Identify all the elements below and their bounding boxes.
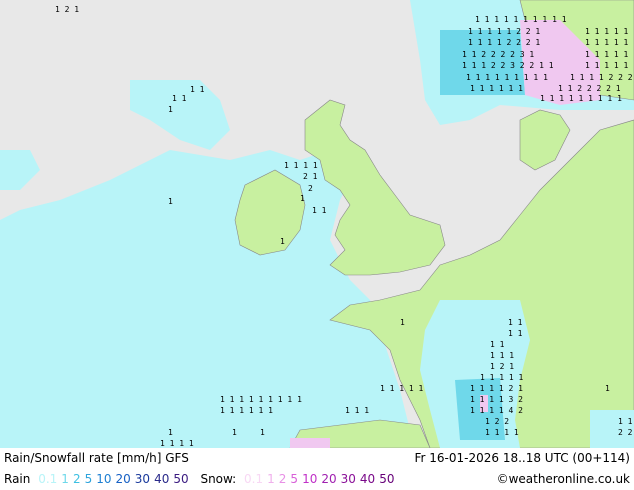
precip-cell-value: 1 1 xyxy=(490,340,505,349)
precip-cell-value: 1 xyxy=(232,428,237,437)
map-title: Rain/Snowfall rate [mm/h] GFS xyxy=(4,451,189,465)
snow-legend-value: 2 xyxy=(278,472,287,486)
snow-legend-value: 5 xyxy=(290,472,299,486)
precip-cell-value: 1 xyxy=(260,428,265,437)
snow-legend-values: 0.1 1 2 5 10 20 30 40 50 xyxy=(244,472,398,486)
precip-cell-value: 1 1 1 1 1 1 1 1 1 xyxy=(540,94,622,103)
precip-cell-value: 1 2 1 xyxy=(490,362,514,371)
precip-cell-value: 1 xyxy=(400,318,405,327)
precip-cell-value: 1 1 1 1 1 1 xyxy=(220,406,273,415)
snow-area-iberia xyxy=(290,438,330,448)
precip-cell-value: 1 xyxy=(300,194,305,203)
precip-cell-value: 2 2 1 xyxy=(618,428,634,437)
rain-legend-value: 10 xyxy=(96,472,112,486)
snow-legend-value: 20 xyxy=(321,472,337,486)
precip-cell-value: 1 1 1 1 xyxy=(160,439,194,448)
snow-legend-value: 10 xyxy=(302,472,318,486)
precip-cell-value: 1 xyxy=(168,197,173,206)
rain-legend-value: 2 xyxy=(72,472,81,486)
precip-cell-value: 1 2 1 xyxy=(55,5,79,14)
precip-cell-value: 1 xyxy=(605,384,610,393)
precip-cell-value: 1 1 2 2 2 2 3 1 xyxy=(462,50,534,59)
precip-cell-value: 1 1 1 xyxy=(618,417,634,426)
footer-legend-bar: Rain 0.1 1 2 5 10 20 30 40 50 Snow: 0.1 1 2 5 10 20 30… xyxy=(0,469,634,490)
snow-area-scandinavia xyxy=(520,20,600,105)
snow-legend-value: 0.1 xyxy=(244,472,264,486)
precip-cell-value: 1 1 1 1 1 1 xyxy=(470,84,523,93)
rain-legend-values: 0.1 1 2 5 10 20 30 40 50 xyxy=(38,472,192,486)
rain-area-west-strip xyxy=(0,150,40,190)
footer-top-bar: Rain/Snowfall rate [mm/h] GFS Fr 16-01-2… xyxy=(0,448,634,469)
precip-cell-value: 1 1 xyxy=(190,85,205,94)
precip-cell-value: 1 1 1 1 xyxy=(485,428,519,437)
precip-cell-value: 1 1 1 1 1 1 1 1 1 xyxy=(585,38,634,47)
precip-cell-value: 1 1 1 1 1 1 1 1 1 xyxy=(585,61,634,70)
legend: Rain 0.1 1 2 5 10 20 30 40 50 Snow: 0.1 1 2 5 10 20 30… xyxy=(4,469,402,490)
rain-legend-value: 20 xyxy=(115,472,131,486)
precip-cell-value: 1 1 1 1 1 2 2 1 xyxy=(468,27,540,36)
precip-cell-value: 1 2 2 xyxy=(485,417,509,426)
precip-cell-value: 1 1 1 xyxy=(345,406,369,415)
precip-cell-value: 1 1 1 1 1 1 1 1 1 xyxy=(585,27,634,36)
precip-cell-value: 1 1 xyxy=(312,206,327,215)
precip-cell-value: 1 1 xyxy=(508,329,523,338)
rain-legend-value: 5 xyxy=(84,472,93,486)
precip-cell-value: 1 1 1 2 2 3 2 2 1 1 xyxy=(462,61,554,70)
snow-legend-value: 30 xyxy=(340,472,356,486)
precip-cell-value: 1 1 1 1 2 2 2 1 xyxy=(468,38,540,47)
precip-cell-value: 1 1 1 1 3 2 xyxy=(470,395,523,404)
precip-cell-value: 1 1 1 1 1 xyxy=(380,384,424,393)
precip-cell-value: 1 1 1 1 4 2 xyxy=(470,406,523,415)
land-continent xyxy=(329,119,634,448)
land-ireland xyxy=(234,169,306,256)
precip-cell-value: 1 xyxy=(168,105,173,114)
land-great-britain xyxy=(304,99,446,276)
forecast-time: Fr 16-01-2026 18..18 UTC (00+114) xyxy=(414,451,630,465)
credit-link[interactable]: ©weatheronline.co.uk xyxy=(496,472,630,486)
precip-cell-value: 1 1 1 1 1 1 1 1 1 xyxy=(585,50,634,59)
rain-area-alps xyxy=(590,410,634,448)
rain-legend-value: 50 xyxy=(173,472,189,486)
precip-cell-value: 1 1 1 1 2 2 2 1 xyxy=(570,73,634,82)
snow-legend-value: 1 xyxy=(267,472,275,486)
land-denmark xyxy=(519,109,571,171)
rain-legend-value: 1 xyxy=(61,472,69,486)
precip-cell-value: 1 1 2 2 2 2 1 xyxy=(558,84,621,93)
precip-cell-value: 1 1 1 1 2 1 xyxy=(470,384,523,393)
rain-area-atlantic xyxy=(0,140,420,448)
precip-cell-value: 1 1 1 1 1 1 1 1 1 xyxy=(466,73,548,82)
rain-area-northwest xyxy=(130,80,230,150)
precip-cell-value: 2 xyxy=(308,184,313,193)
snow-legend-value: 40 xyxy=(359,472,376,486)
rain-legend-value: 30 xyxy=(134,472,151,486)
rain-legend-label: Rain xyxy=(4,472,31,486)
rain-legend-value: 0.1 xyxy=(38,472,58,486)
precip-cell-value: 1 1 xyxy=(508,318,523,327)
precip-cell-value: 1 1 1 1 1 1 1 1 1 xyxy=(220,395,302,404)
precip-cell-value: 1 1 1 xyxy=(490,351,514,360)
precip-cell-value: 1 xyxy=(168,428,173,437)
precip-cell-value: 2 1 xyxy=(303,172,318,181)
snow-legend-value: 50 xyxy=(379,472,395,486)
precip-cell-value: 1 1 xyxy=(172,94,187,103)
snow-legend-label: Snow: xyxy=(200,472,237,486)
precip-cell-value: 1 1 1 1 1 1 1 1 1 1 xyxy=(475,15,567,24)
precip-cell-value: 1 1 1 1 xyxy=(284,161,318,170)
rain-legend-value: 40 xyxy=(154,472,170,486)
snow-area-alps xyxy=(480,395,488,412)
precip-cell-value: 1 1 1 1 1 xyxy=(480,373,524,382)
rain-area-scandinavia-mid xyxy=(440,30,525,95)
precip-cell-value: 1 xyxy=(280,237,285,246)
